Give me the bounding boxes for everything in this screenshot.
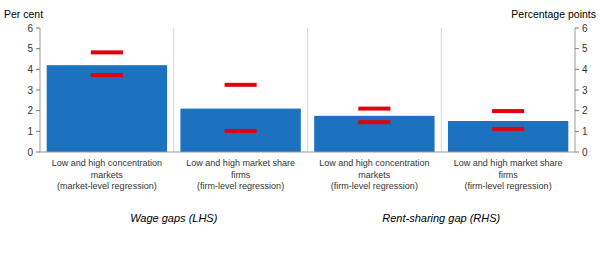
tick	[575, 131, 579, 132]
category-label: Low and high market sharefirms(firm-leve…	[186, 158, 295, 191]
ci-upper	[91, 50, 123, 54]
bar	[448, 121, 568, 152]
bar	[47, 65, 167, 152]
ci-upper	[225, 83, 257, 87]
tick	[36, 152, 40, 153]
ci-upper	[358, 107, 390, 111]
tick-label: 6	[27, 23, 33, 34]
tick-label: 5	[27, 43, 33, 54]
ci-lower	[225, 129, 257, 133]
tick-label: 4	[27, 64, 33, 75]
tick-label: 2	[27, 105, 33, 116]
tick-label: 5	[582, 43, 588, 54]
ci-lower	[358, 120, 390, 124]
tick	[36, 131, 40, 132]
bar	[314, 116, 434, 152]
tick	[36, 69, 40, 70]
group-label: Rent-sharing gap (RHS)	[382, 212, 500, 224]
tick	[36, 110, 40, 111]
tick-label: 1	[582, 126, 588, 137]
group-label: Wage gaps (LHS)	[130, 212, 218, 224]
ci-lower	[492, 127, 524, 131]
category-label: Low and high concentrationmarkets(market…	[52, 158, 162, 191]
divider	[441, 28, 442, 152]
chart: 0 1 2 3 4 5 6 0 1 2 3 4 5 6 Per cent Percentage points L…	[0, 0, 600, 254]
tick-label: 3	[582, 85, 588, 96]
tick	[575, 110, 579, 111]
tick-label: 3	[27, 85, 33, 96]
tick	[575, 90, 579, 91]
tick-label: 0	[582, 147, 588, 158]
ci-lower	[91, 73, 123, 77]
ci-upper	[492, 109, 524, 113]
divider	[173, 28, 174, 152]
tick	[36, 90, 40, 91]
tick	[36, 48, 40, 49]
category-label: Low and high concentrationmarkets(firm-l…	[319, 158, 429, 191]
tick-label: 2	[582, 105, 588, 116]
y-axis-label: Per cent	[4, 8, 43, 20]
tick	[575, 28, 579, 29]
plot-area	[47, 50, 569, 152]
y2-axis-label: Percentage points	[511, 8, 596, 20]
tick	[575, 152, 579, 153]
tick	[36, 28, 40, 29]
x-axis-line	[40, 152, 575, 153]
divider	[307, 28, 308, 152]
tick-label: 1	[27, 126, 33, 137]
tick-label: 4	[582, 64, 588, 75]
tick-label: 0	[27, 147, 33, 158]
bar	[180, 109, 300, 152]
tick	[575, 69, 579, 70]
tick-label: 6	[582, 23, 588, 34]
category-label: Low and high market sharefirms(firm-leve…	[454, 158, 563, 191]
tick	[575, 48, 579, 49]
